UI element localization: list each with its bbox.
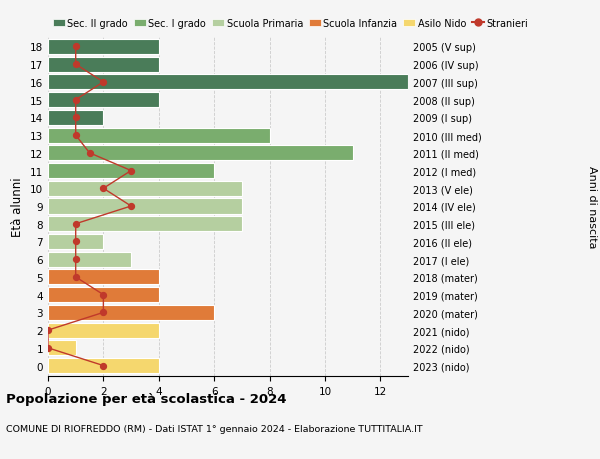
- Point: [71, 132, 80, 140]
- Point: [98, 309, 108, 316]
- Bar: [48, 358, 159, 373]
- Point: [71, 114, 80, 122]
- Bar: [48, 128, 269, 143]
- Bar: [48, 287, 159, 302]
- Point: [98, 291, 108, 299]
- Point: [85, 150, 94, 157]
- Legend: Sec. II grado, Sec. I grado, Scuola Primaria, Scuola Infanzia, Asilo Nido, Stran: Sec. II grado, Sec. I grado, Scuola Prim…: [53, 18, 529, 28]
- Bar: [48, 305, 214, 320]
- Point: [71, 62, 80, 69]
- Bar: [48, 217, 242, 232]
- Bar: [48, 341, 76, 356]
- Bar: [48, 57, 159, 73]
- Bar: [48, 199, 242, 214]
- Bar: [48, 252, 131, 267]
- Point: [98, 185, 108, 192]
- Point: [71, 256, 80, 263]
- Point: [126, 168, 136, 175]
- Point: [71, 97, 80, 104]
- Bar: [48, 40, 159, 55]
- Point: [98, 362, 108, 369]
- Bar: [48, 75, 408, 90]
- Bar: [48, 93, 159, 108]
- Point: [71, 44, 80, 51]
- Bar: [48, 323, 159, 338]
- Point: [126, 203, 136, 210]
- Bar: [48, 181, 242, 196]
- Y-axis label: Età alunni: Età alunni: [11, 177, 25, 236]
- Point: [98, 79, 108, 86]
- Bar: [48, 111, 103, 126]
- Point: [43, 327, 53, 334]
- Bar: [48, 146, 353, 161]
- Point: [71, 274, 80, 281]
- Text: Popolazione per età scolastica - 2024: Popolazione per età scolastica - 2024: [6, 392, 287, 405]
- Bar: [48, 164, 214, 179]
- Text: COMUNE DI RIOFREDDO (RM) - Dati ISTAT 1° gennaio 2024 - Elaborazione TUTTITALIA.: COMUNE DI RIOFREDDO (RM) - Dati ISTAT 1°…: [6, 425, 422, 434]
- Text: Anni di nascita: Anni di nascita: [587, 165, 597, 248]
- Point: [43, 344, 53, 352]
- Bar: [48, 235, 103, 249]
- Point: [71, 238, 80, 246]
- Bar: [48, 270, 159, 285]
- Point: [71, 221, 80, 228]
